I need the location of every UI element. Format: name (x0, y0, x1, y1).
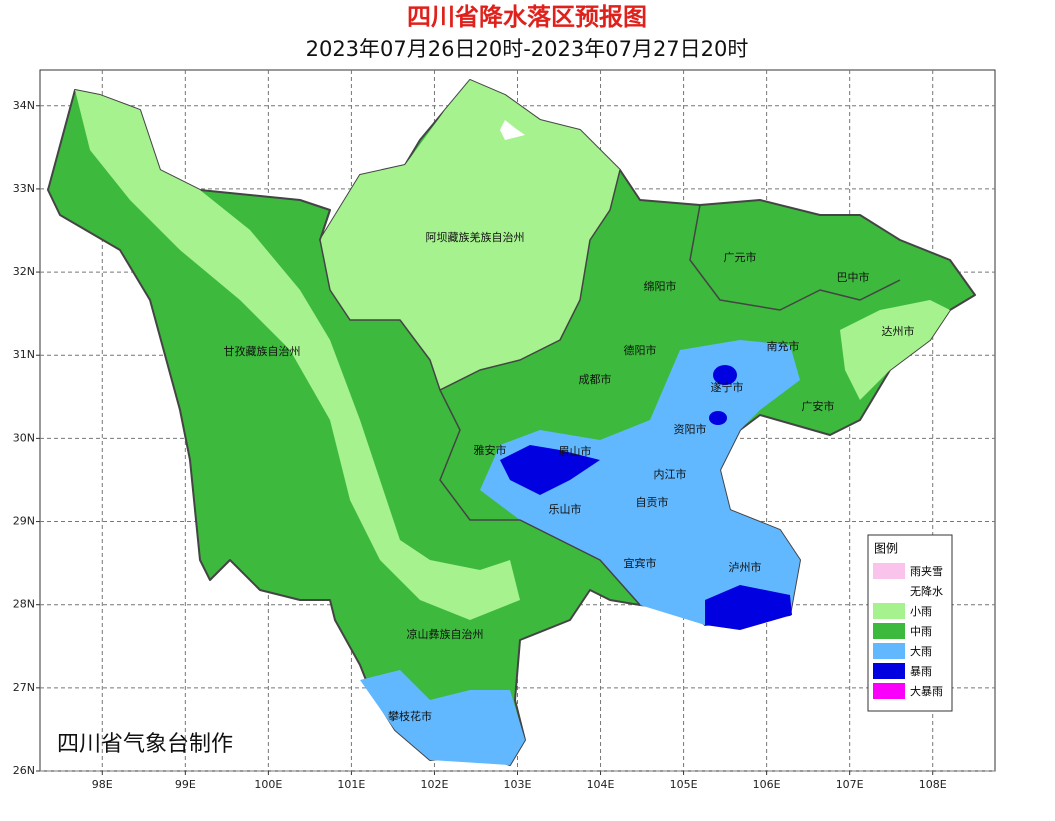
footer: 四川省气象台制作 (57, 732, 233, 757)
y-tick-label: 33N (13, 182, 35, 195)
title: 四川省降水落区预报图 (407, 3, 647, 31)
x-tick-label: 102E (420, 778, 448, 791)
y-tick-label: 27N (13, 681, 35, 694)
x-tick-label: 106E (753, 778, 781, 791)
legend-label: 暴雨 (910, 665, 932, 678)
legend-swatch (873, 603, 905, 619)
place-label: 绵阳市 (644, 279, 677, 293)
place-label: 乐山市 (549, 502, 582, 516)
light-rain-area (840, 300, 950, 400)
y-tick-label: 28N (13, 598, 35, 611)
rainstorm-area (713, 365, 737, 385)
place-label: 攀枝花市 (388, 709, 432, 723)
legend-swatch (873, 683, 905, 699)
boundary (319, 169, 621, 391)
place-label: 甘孜藏族自治州 (224, 344, 301, 358)
x-tick-label: 104E (587, 778, 615, 791)
legend-label: 小雨 (910, 605, 932, 618)
legend-swatch (873, 663, 905, 679)
place-label: 凉山彝族自治州 (407, 627, 484, 641)
boundary (689, 204, 901, 311)
x-tick-label: 103E (504, 778, 532, 791)
legend-label: 大暴雨 (910, 684, 943, 698)
place-label: 内江市 (654, 467, 687, 481)
y-tick-label: 30N (13, 431, 35, 444)
legend-swatch (873, 643, 905, 659)
place-label: 遂宁市 (711, 380, 744, 394)
place-label: 资阳市 (674, 422, 707, 436)
subtitle: 2023年07月26日20时-2023年07月27日20时 (306, 37, 749, 61)
x-tick-label: 108E (919, 778, 947, 791)
y-tick-label: 32N (13, 265, 35, 278)
place-label: 达州市 (882, 324, 915, 338)
legend-label: 中雨 (910, 625, 932, 638)
place-label: 广元市 (724, 250, 757, 264)
place-label: 阿坝藏族羌族自治州 (426, 230, 525, 244)
place-label: 自贡市 (636, 495, 669, 509)
y-tick-label: 31N (13, 348, 35, 361)
legend-swatch (873, 583, 905, 599)
legend-label: 大雨 (910, 644, 932, 658)
x-tick-label: 99E (175, 778, 196, 791)
place-label: 德阳市 (624, 343, 657, 357)
regions (47, 79, 976, 766)
heavy-rain-area (360, 670, 525, 765)
x-tick-label: 100E (254, 778, 282, 791)
place-label: 泸州市 (729, 560, 762, 574)
place-label: 宜宾市 (624, 556, 657, 570)
x-tick-label: 105E (670, 778, 698, 791)
place-label: 南充市 (767, 339, 800, 353)
legend-label: 无降水 (910, 584, 943, 598)
no-rain-area (500, 120, 525, 140)
x-tick-label: 101E (337, 778, 365, 791)
rainstorm-area (709, 411, 727, 425)
place-label: 成都市 (579, 372, 612, 386)
rainstorm-area (500, 445, 600, 495)
y-tick-label: 29N (13, 515, 35, 528)
rainstorm-area (705, 585, 792, 630)
y-tick-label: 26N (13, 764, 35, 777)
legend-swatch (873, 623, 905, 639)
light-rain-area (75, 90, 520, 620)
place-label: 雅安市 (474, 443, 507, 457)
y-tick-label: 34N (13, 99, 35, 112)
place-label: 广安市 (802, 399, 835, 413)
place-label: 眉山市 (559, 444, 592, 458)
legend-title: 图例 (874, 542, 898, 556)
x-tick-label: 107E (836, 778, 864, 791)
light-rain-area (320, 80, 620, 390)
legend-swatch (873, 563, 905, 579)
legend-label: 雨夹雪 (910, 565, 943, 578)
place-label: 巴中市 (837, 270, 870, 284)
x-tick-label: 98E (92, 778, 113, 791)
boundary (439, 389, 641, 606)
